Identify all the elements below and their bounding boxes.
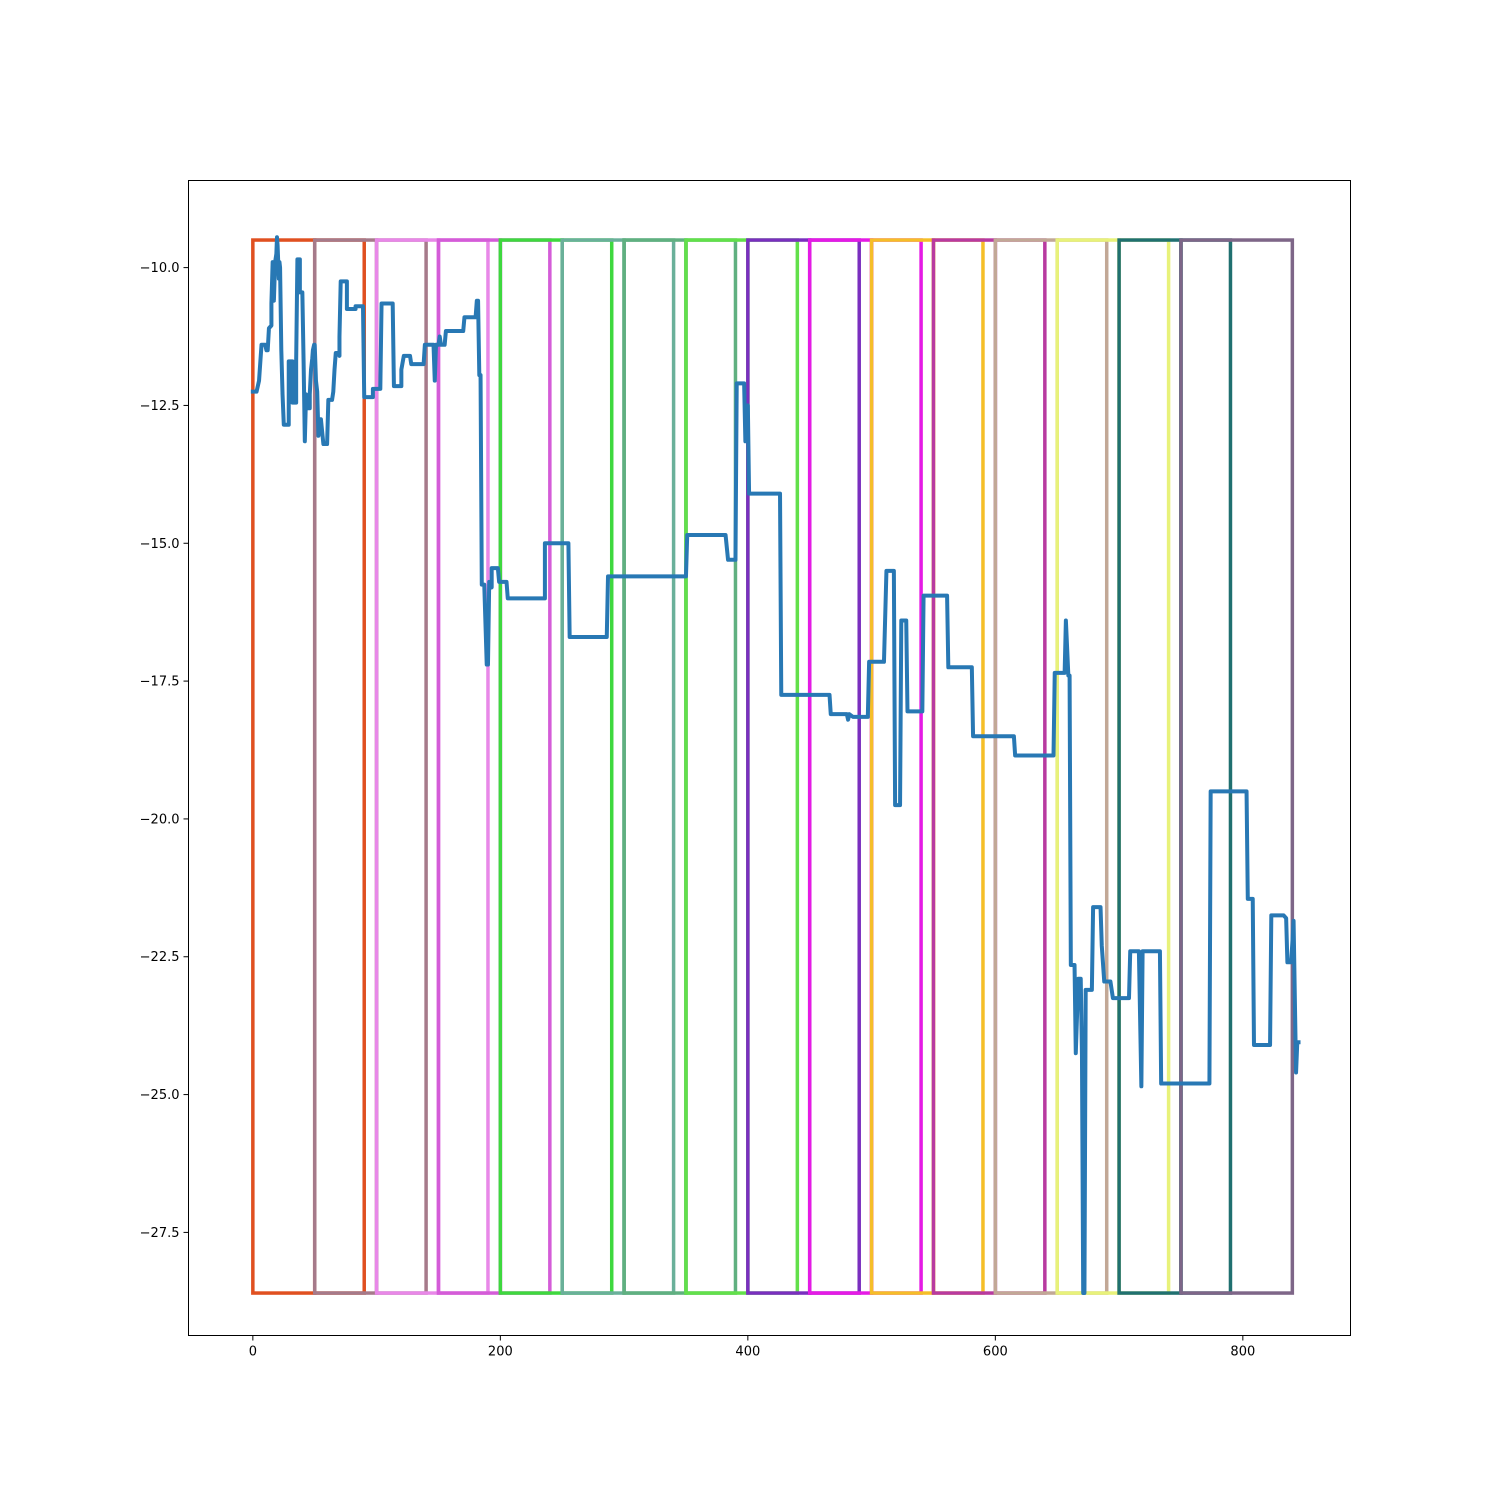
series-layer bbox=[250, 235, 1301, 1296]
x-axis: 0 200 400 600 800 bbox=[249, 1335, 1255, 1360]
boxes-layer bbox=[251, 238, 1295, 1295]
x-tick-label: 0 bbox=[249, 1345, 257, 1360]
x-tick-label: 600 bbox=[983, 1345, 1008, 1360]
y-tick-label: −15.0 bbox=[140, 537, 180, 552]
segment-box-30 bbox=[1179, 238, 1295, 1295]
y-tick-label: −25.0 bbox=[140, 1088, 180, 1103]
plot-area-frame bbox=[188, 180, 1351, 1336]
x-tick-label: 400 bbox=[735, 1345, 760, 1360]
y-tick-label: −17.5 bbox=[140, 675, 180, 690]
y-axis: −10.0 −12.5 −15.0 −17.5 −20.0 −22.5 −25.0 −27.5 bbox=[140, 261, 189, 1241]
x-tick-label: 200 bbox=[488, 1345, 513, 1360]
y-tick-label: −10.0 bbox=[140, 261, 180, 276]
y-tick-label: −12.5 bbox=[140, 399, 180, 414]
y-tick-label: −27.5 bbox=[140, 1226, 180, 1241]
y-tick-label: −20.0 bbox=[140, 812, 180, 827]
y-tick-label: −22.5 bbox=[140, 950, 180, 965]
series-line-0 bbox=[250, 235, 1301, 1296]
x-tick-label: 800 bbox=[1230, 1345, 1255, 1360]
